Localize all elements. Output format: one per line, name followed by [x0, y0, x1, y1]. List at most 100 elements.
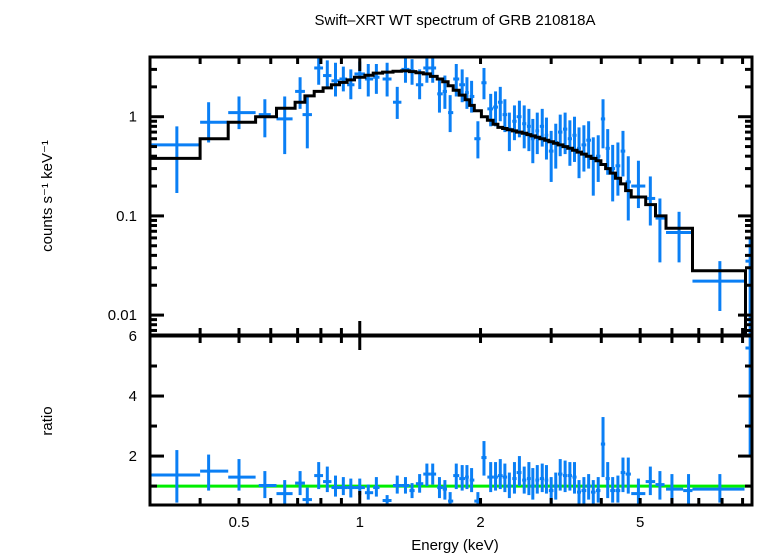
data-point	[615, 142, 621, 196]
data-point	[558, 114, 563, 157]
data-point	[314, 58, 324, 85]
data-point	[522, 466, 527, 494]
data-point	[692, 474, 745, 503]
spectrum-panel: 0.01 0.1 1 counts s⁻¹ keV⁻¹	[39, 55, 754, 337]
spectrum-model-series	[150, 69, 752, 337]
data-point	[200, 102, 229, 143]
data-point	[512, 105, 517, 141]
data-point	[493, 462, 498, 491]
data-point	[581, 477, 587, 505]
data-point	[595, 477, 601, 503]
data-point	[469, 468, 475, 493]
data-point	[516, 456, 522, 487]
x-tick-label: 0.5	[229, 514, 250, 531]
data-point	[347, 478, 355, 498]
data-point	[373, 477, 380, 497]
data-point	[415, 474, 424, 493]
data-point	[409, 483, 415, 499]
data-point	[302, 487, 312, 505]
data-point	[437, 477, 443, 499]
data-point	[590, 480, 596, 505]
data-point	[228, 459, 256, 491]
data-point	[258, 99, 271, 138]
data-point	[581, 125, 587, 172]
data-point	[692, 261, 745, 311]
data-point	[497, 459, 503, 490]
data-point	[314, 462, 324, 490]
data-point	[600, 417, 606, 478]
ratio-panel-frame	[148, 334, 754, 507]
x-tick-label: 5	[636, 514, 644, 531]
data-point	[442, 480, 448, 500]
y-tick-label: 4	[129, 388, 137, 405]
ratio-x-ticks: 0.5 1 2 5	[148, 336, 745, 531]
data-point	[415, 69, 424, 100]
data-point	[572, 462, 577, 494]
chart-title: Swift–XRT WT spectrum of GRB 210818A	[315, 12, 596, 29]
data-point	[631, 478, 646, 505]
data-point	[331, 62, 340, 97]
data-point	[487, 462, 494, 493]
data-point	[453, 463, 460, 490]
data-point	[258, 471, 277, 499]
data-point	[497, 86, 503, 122]
data-point	[474, 121, 481, 159]
data-point	[448, 492, 454, 505]
x-tick-label: 1	[356, 514, 364, 531]
spectrum-y-ticks: 0.01 0.1 1	[108, 55, 752, 332]
data-point	[323, 466, 332, 493]
y-tick-label: 6	[129, 328, 137, 345]
data-point	[469, 80, 475, 113]
data-point	[459, 465, 466, 491]
data-point	[200, 454, 229, 491]
ratio-data-series	[150, 336, 752, 505]
data-point	[562, 460, 568, 493]
data-point	[530, 468, 535, 500]
data-point	[655, 198, 665, 263]
ratio-y-ticks: 2 4 6	[129, 328, 752, 488]
y-tick-label: 0.01	[108, 307, 137, 324]
data-point	[347, 69, 355, 100]
data-point	[590, 137, 596, 196]
data-point	[481, 441, 487, 476]
data-point	[567, 462, 572, 491]
data-point	[544, 465, 549, 494]
data-point	[620, 130, 626, 177]
data-point	[683, 474, 693, 505]
data-point	[502, 463, 508, 493]
data-point	[645, 466, 656, 496]
y-tick-label: 0.1	[116, 208, 137, 225]
y-tick-label: 2	[129, 448, 137, 465]
data-point	[539, 463, 545, 493]
data-point	[586, 121, 591, 169]
data-point	[448, 95, 454, 133]
data-point	[539, 108, 545, 147]
data-point	[567, 120, 572, 166]
data-point	[625, 457, 631, 494]
data-point	[526, 108, 531, 152]
spectrum-data-series	[150, 57, 752, 335]
data-point	[577, 480, 581, 505]
spectrum-x-ticks	[148, 57, 745, 335]
data-point	[535, 112, 540, 155]
data-point	[610, 477, 616, 503]
data-point	[401, 477, 410, 494]
data-point	[465, 77, 469, 109]
data-point	[507, 472, 512, 499]
data-point	[595, 135, 601, 182]
data-point	[493, 91, 498, 127]
data-point	[339, 477, 348, 496]
data-point	[302, 95, 312, 149]
data-point	[526, 462, 531, 496]
data-point	[392, 86, 402, 119]
data-point	[276, 96, 293, 155]
data-point	[544, 117, 549, 160]
data-point	[459, 69, 466, 103]
data-point	[150, 450, 201, 503]
model-step-line	[150, 69, 752, 337]
data-point	[558, 459, 563, 491]
data-point	[392, 475, 402, 494]
data-point	[276, 480, 293, 505]
data-point	[530, 118, 535, 164]
data-point	[331, 475, 340, 497]
